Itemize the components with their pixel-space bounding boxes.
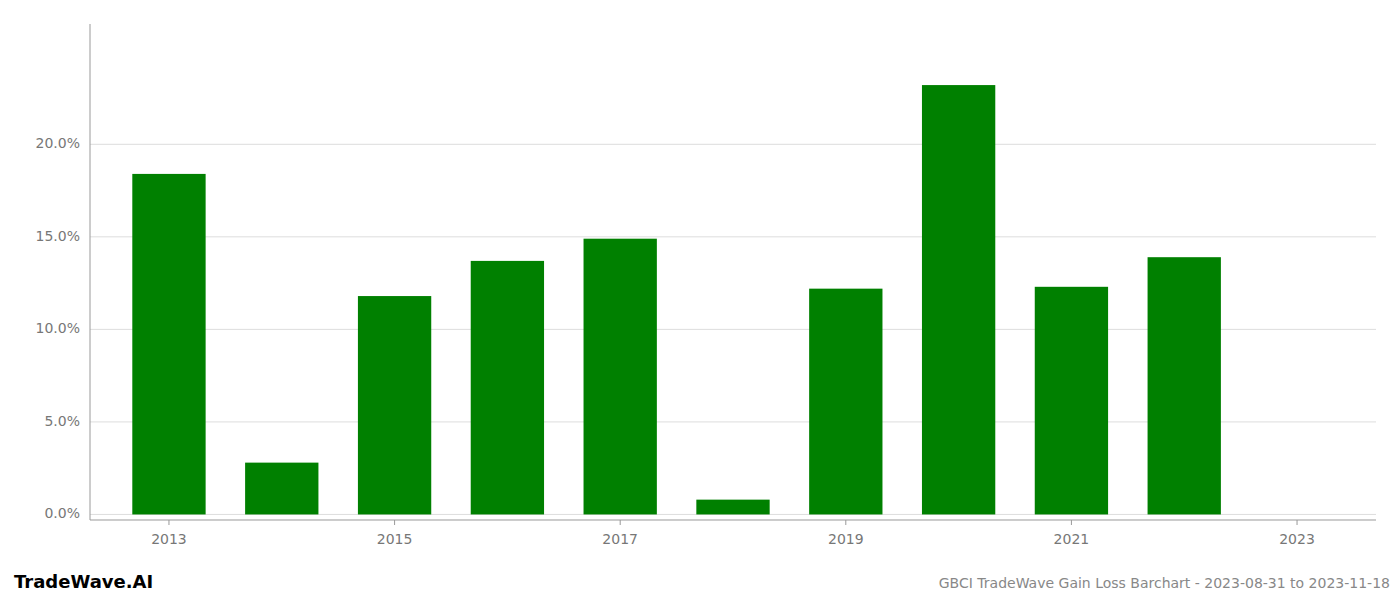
x-tick bbox=[620, 520, 621, 525]
watermark: TradeWave.AI bbox=[14, 571, 153, 592]
bar bbox=[358, 296, 431, 514]
x-tick bbox=[394, 520, 395, 525]
x-tick-label: 2021 bbox=[1054, 531, 1090, 547]
y-tick-label: 20.0% bbox=[36, 135, 80, 151]
bar bbox=[1035, 287, 1108, 515]
x-axis-line bbox=[90, 520, 1376, 521]
x-ticks: 2013 2015 2017 2019 2021 2023 bbox=[151, 520, 1315, 547]
bar bbox=[471, 261, 544, 515]
y-tick-labels: 0.0% 5.0% 10.0% 15.0% 20.0% bbox=[36, 135, 80, 521]
bar bbox=[922, 85, 995, 514]
x-tick bbox=[845, 520, 846, 525]
x-tick bbox=[1071, 520, 1072, 525]
y-tick-label: 0.0% bbox=[44, 505, 80, 521]
bar bbox=[584, 239, 657, 515]
x-tick-label: 2023 bbox=[1279, 531, 1315, 547]
bar bbox=[1148, 257, 1221, 514]
background bbox=[0, 0, 1400, 600]
bar bbox=[809, 289, 882, 515]
x-tick-label: 2015 bbox=[377, 531, 413, 547]
title: GBCI TradeWave Gain Loss Barchart - 2023… bbox=[939, 575, 1390, 591]
y-tick-label: 15.0% bbox=[36, 228, 80, 244]
grid bbox=[90, 144, 1376, 514]
y-tick-label: 5.0% bbox=[44, 413, 80, 429]
bar bbox=[696, 500, 769, 515]
chart: 0.0%5.0%10.0%15.0%20.0%20132015201720192… bbox=[0, 0, 1400, 600]
bar bbox=[132, 174, 205, 515]
x-tick-label: 2019 bbox=[828, 531, 864, 547]
x-tick bbox=[1297, 520, 1298, 525]
grid-line bbox=[90, 144, 1376, 145]
grid-line bbox=[90, 236, 1376, 237]
y-tick-label: 10.0% bbox=[36, 320, 80, 336]
chart-container: 0.0%5.0%10.0%15.0%20.0%20132015201720192… bbox=[0, 0, 1400, 600]
x-tick-label: 2013 bbox=[151, 531, 187, 547]
bar bbox=[1260, 514, 1333, 515]
x-tick-label: 2017 bbox=[602, 531, 638, 547]
bars bbox=[132, 85, 1221, 514]
y-axis-line bbox=[90, 24, 91, 520]
x-tick bbox=[168, 520, 169, 525]
bar bbox=[245, 463, 318, 515]
